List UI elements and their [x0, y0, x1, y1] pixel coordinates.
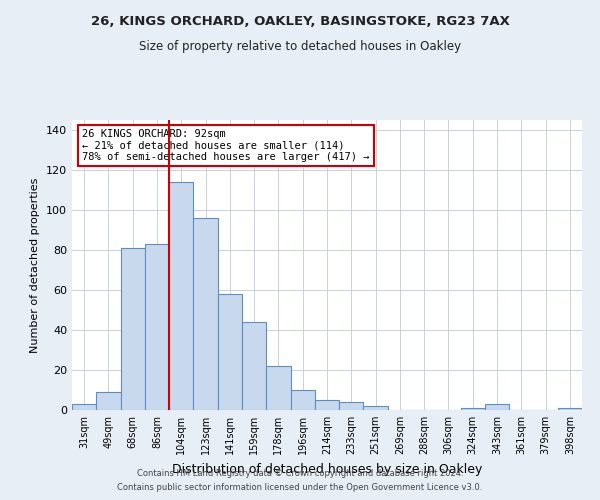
Bar	[72, 404, 96, 410]
Y-axis label: Number of detached properties: Number of detached properties	[31, 178, 40, 352]
Bar	[461, 408, 485, 410]
Bar	[558, 408, 582, 410]
Bar	[364, 406, 388, 410]
Bar	[121, 248, 145, 410]
Bar	[290, 390, 315, 410]
X-axis label: Distribution of detached houses by size in Oakley: Distribution of detached houses by size …	[172, 462, 482, 475]
Bar	[315, 400, 339, 410]
Bar	[145, 244, 169, 410]
Bar	[193, 218, 218, 410]
Bar	[218, 294, 242, 410]
Bar	[96, 392, 121, 410]
Text: 26 KINGS ORCHARD: 92sqm
← 21% of detached houses are smaller (114)
78% of semi-d: 26 KINGS ORCHARD: 92sqm ← 21% of detache…	[82, 128, 370, 162]
Text: Contains HM Land Registry data © Crown copyright and database right 2024.: Contains HM Land Registry data © Crown c…	[137, 468, 463, 477]
Text: Size of property relative to detached houses in Oakley: Size of property relative to detached ho…	[139, 40, 461, 53]
Bar	[485, 404, 509, 410]
Bar	[266, 366, 290, 410]
Bar	[169, 182, 193, 410]
Bar	[339, 402, 364, 410]
Text: Contains public sector information licensed under the Open Government Licence v3: Contains public sector information licen…	[118, 484, 482, 492]
Text: 26, KINGS ORCHARD, OAKLEY, BASINGSTOKE, RG23 7AX: 26, KINGS ORCHARD, OAKLEY, BASINGSTOKE, …	[91, 15, 509, 28]
Bar	[242, 322, 266, 410]
